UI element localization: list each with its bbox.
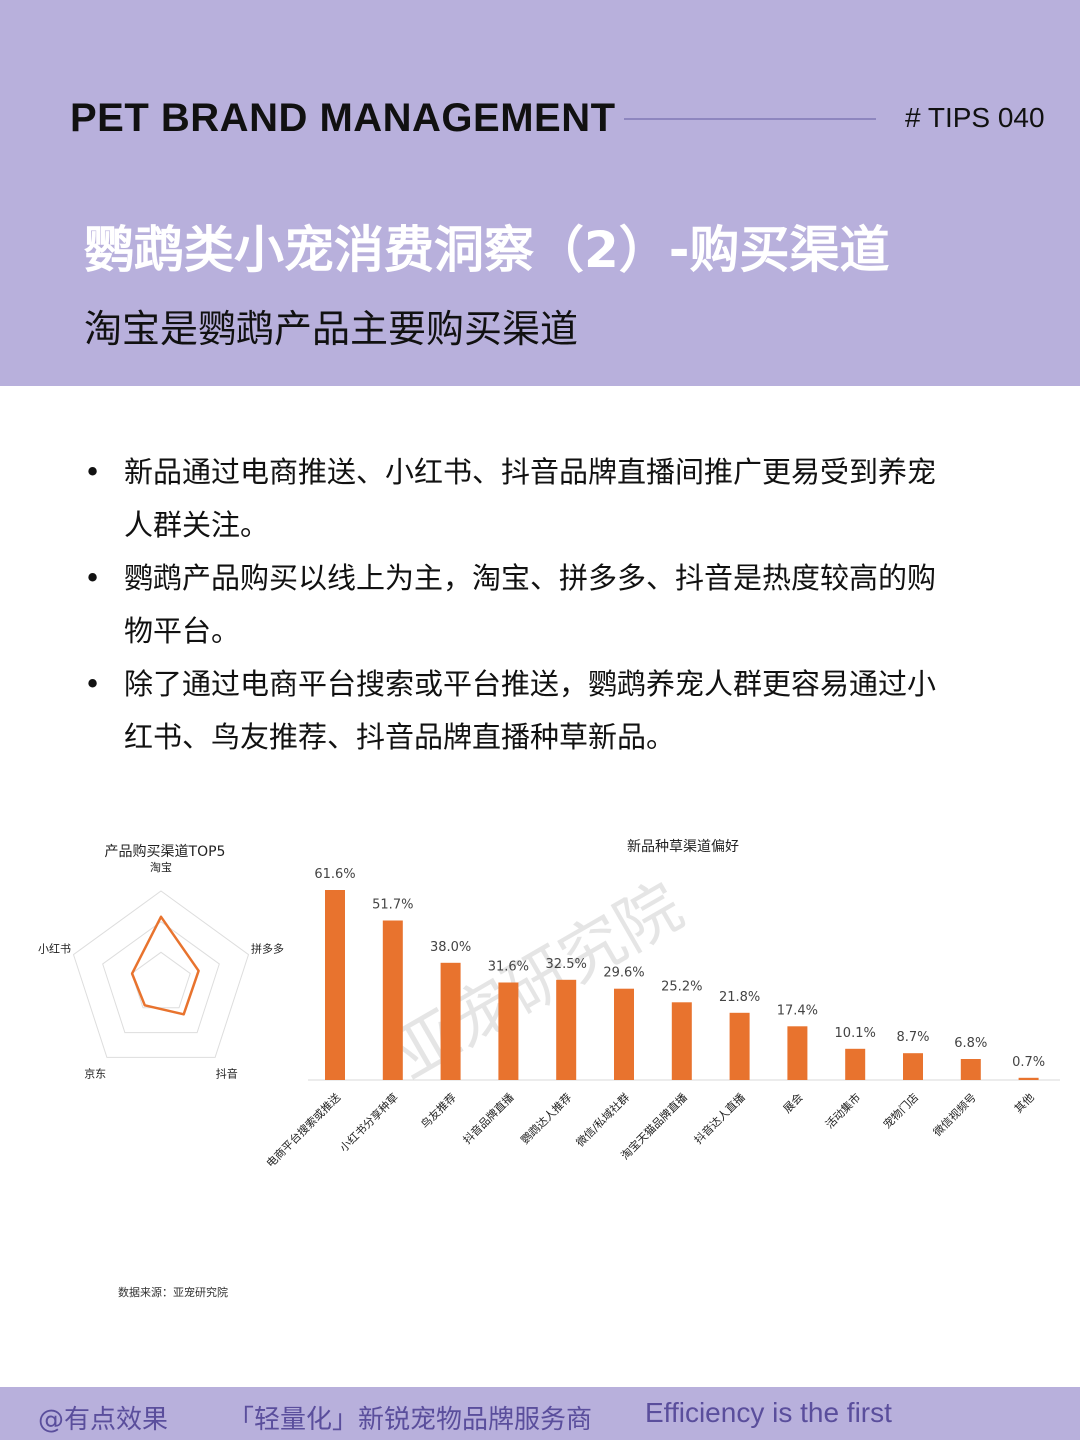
- bar-category-label: 小红书分享种草: [337, 1090, 401, 1154]
- bar-value-label: 10.1%: [835, 1026, 876, 1041]
- bar: [1018, 1077, 1039, 1080]
- radar-axis-label: 拼多多: [251, 941, 284, 955]
- bar-category-label: 展会: [781, 1091, 806, 1116]
- radar-grid-ring: [131, 951, 191, 1009]
- bar-value-label: 38.0%: [430, 940, 471, 955]
- bar: [903, 1053, 923, 1080]
- bar: [498, 982, 519, 1080]
- bar-value-label: 21.8%: [719, 990, 760, 1005]
- bullet-icon: •: [84, 561, 102, 595]
- bar: [325, 890, 345, 1080]
- tips-number: # TIPS 040: [905, 102, 1045, 133]
- bar-value-label: 32.5%: [546, 957, 587, 972]
- bar: [845, 1048, 866, 1080]
- footer-handle: @有点效果: [38, 1405, 169, 1435]
- bar-category-label: 其他: [1012, 1091, 1037, 1116]
- footer-motto: Efficiency is the first: [645, 1397, 892, 1428]
- bullet-icon: •: [84, 667, 102, 701]
- bar-category-label: 鸟友推荐: [418, 1090, 459, 1131]
- bar-value-label: 25.2%: [661, 979, 702, 994]
- footer-slogan: 「轻量化」新锐宠物品牌服务商: [228, 1405, 593, 1435]
- bar-category-label: 鹦鹉达人推荐: [518, 1090, 575, 1147]
- insight-text: 新品通过电商推送、小红书、抖音品牌直播间推广更易受到养宠人群关注。: [124, 455, 937, 542]
- insight-item: • 新品通过电商推送、小红书、抖音品牌直播间推广更易受到养宠人群关注。: [84, 446, 964, 552]
- bar: [960, 1059, 981, 1080]
- bar: [382, 920, 403, 1080]
- footer-bar: @有点效果 「轻量化」新锐宠物品牌服务商 Efficiency is the f…: [0, 1387, 1080, 1440]
- page-title: 鹦鹉类小宠消费洞察（2）-购买渠道: [84, 221, 890, 279]
- bar-chart-title: 新品种草渠道偏好: [627, 839, 739, 855]
- bar: [787, 1026, 808, 1080]
- bar-chart: 新品种草渠道偏好 亚宠研究院 61.6% 电商平台搜索或推送 51.7% 小红书分享种…: [263, 839, 1060, 1170]
- bar-value-label: 29.6%: [603, 966, 644, 981]
- bar-value-label: 17.4%: [777, 1003, 818, 1018]
- data-source-note: 数据来源：亚宠研究院: [118, 1286, 228, 1299]
- bar-value-label: 61.6%: [314, 867, 355, 882]
- bar: [729, 1012, 750, 1080]
- insight-item: • 鹦鹉产品购买以线上为主，淘宝、拼多多、抖音是热度较高的购物平台。: [84, 552, 964, 658]
- insight-list: • 新品通过电商推送、小红书、抖音品牌直播间推广更易受到养宠人群关注。 • 鹦鹉产品…: [84, 446, 964, 764]
- bar: [671, 1002, 692, 1080]
- header-banner: PET BRAND MANAGEMENT # TIPS 040 鹦鹉类小宠消费洞…: [0, 0, 1080, 386]
- bar-value-label: 6.8%: [954, 1036, 987, 1051]
- insight-item: • 除了通过电商平台搜索或平台推送，鹦鹉养宠人群更容易通过小红书、鸟友推荐、抖音品…: [84, 658, 964, 764]
- bar: [556, 979, 577, 1080]
- bar-category-label: 宠物门店: [880, 1090, 921, 1131]
- brand-title: PET BRAND MANAGEMENT: [70, 96, 616, 140]
- insight-text: 鹦鹉产品购买以线上为主，淘宝、拼多多、抖音是热度较高的购物平台。: [124, 561, 937, 648]
- bar-category-label: 抖音达人直播: [691, 1090, 748, 1147]
- bar: [440, 962, 461, 1080]
- bar-category-label: 抖音品牌直播: [460, 1090, 517, 1147]
- insight-text: 除了通过电商平台搜索或平台推送，鹦鹉养宠人群更容易通过小红书、鸟友推荐、抖音品牌…: [124, 667, 937, 754]
- radar-axis-label: 淘宝: [150, 860, 172, 874]
- brand-divider: [624, 118, 876, 120]
- radar-grid-ring: [72, 890, 250, 1058]
- page-subtitle: 淘宝是鹦鹉产品主要购买渠道: [84, 307, 579, 351]
- radar-axis-label: 小红书: [38, 942, 71, 955]
- bar: [614, 988, 634, 1080]
- bar-value-label: 31.6%: [488, 960, 529, 975]
- watermark-text: 亚宠研究院: [381, 870, 695, 1094]
- bar-category-label: 微信视频号: [930, 1090, 979, 1139]
- bar-value-label: 8.7%: [896, 1030, 929, 1045]
- radar-chart-title: 产品购买渠道TOP5: [105, 844, 226, 860]
- radar-axis-label: 京东: [84, 1067, 106, 1081]
- radar-axis-label: 抖音: [216, 1067, 238, 1081]
- bar-category-label: 活动集市: [822, 1090, 863, 1131]
- radar-series-area: [130, 915, 200, 1016]
- radar-grid-ring: [102, 921, 220, 1034]
- bar-category-label: 电商平台搜索或推送: [263, 1090, 343, 1170]
- bar-value-label: 51.7%: [372, 898, 413, 913]
- bar-value-label: 0.7%: [1012, 1055, 1045, 1070]
- bar-category-label: 微信/私域社群: [573, 1090, 632, 1149]
- bullet-icon: •: [84, 455, 102, 489]
